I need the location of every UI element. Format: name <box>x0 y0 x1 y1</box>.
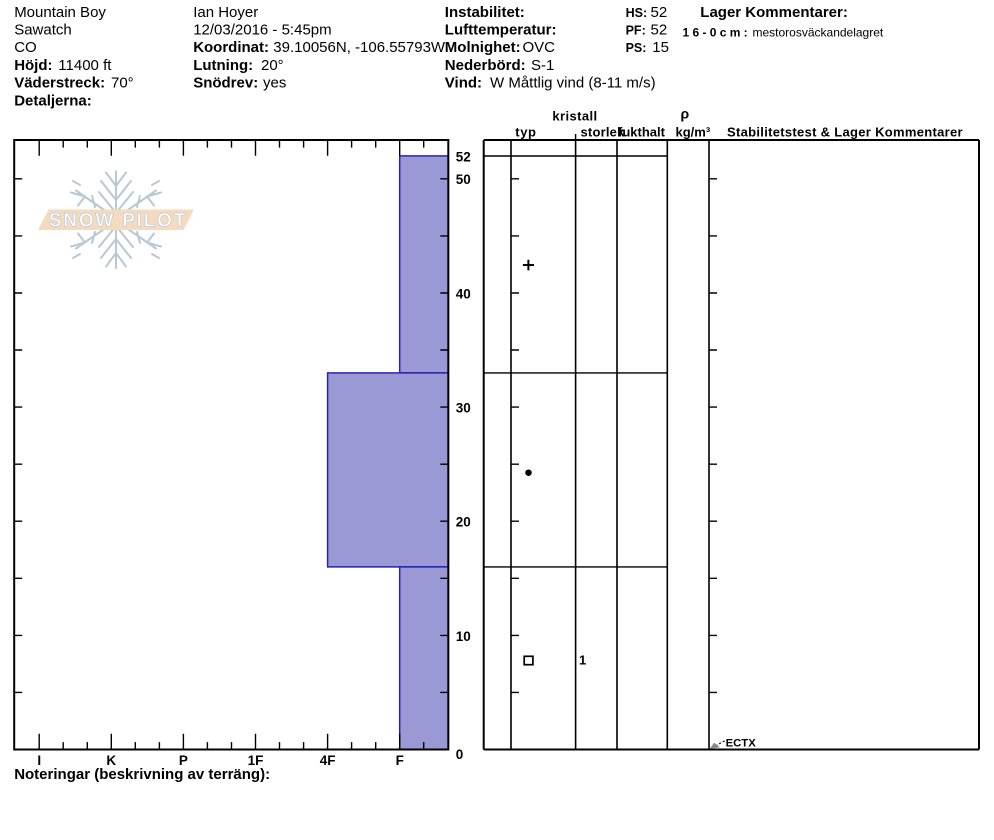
svg-text:CO: CO <box>14 39 37 56</box>
svg-text:4F: 4F <box>320 753 336 768</box>
svg-text:fukthalt: fukthalt <box>618 124 666 139</box>
svg-text:52: 52 <box>456 149 471 164</box>
svg-text:1F: 1F <box>248 753 264 768</box>
svg-text:yes: yes <box>263 75 286 92</box>
svg-text:1: 1 <box>579 652 586 667</box>
svg-text:PS:: PS: <box>626 41 647 55</box>
svg-text:Molnighet:: Molnighet: <box>445 39 521 56</box>
svg-text:ρ: ρ <box>681 106 690 122</box>
svg-text:16-0cm:: 16-0cm: <box>683 25 751 39</box>
svg-text:kg/m³: kg/m³ <box>676 124 711 139</box>
svg-text:W Måttlig vind (8-11 m/s): W Måttlig vind (8-11 m/s) <box>490 75 656 92</box>
svg-text:12/03/2016 - 5:45pm: 12/03/2016 - 5:45pm <box>193 22 331 39</box>
svg-text:HS:: HS: <box>626 6 648 20</box>
svg-text:PF:: PF: <box>626 24 646 38</box>
svg-text:Stabilitetstest & Lager Kommen: Stabilitetstest & Lager Kommentarer <box>727 124 963 139</box>
svg-text:20°: 20° <box>261 57 284 74</box>
svg-text:50: 50 <box>456 172 471 187</box>
svg-text:Lutning:: Lutning: <box>193 57 253 74</box>
svg-text:Mountain Boy: Mountain Boy <box>14 4 106 21</box>
svg-text:typ: typ <box>515 124 536 139</box>
svg-text:P: P <box>179 753 188 768</box>
svg-text:Sawatch: Sawatch <box>14 22 72 39</box>
svg-text:52: 52 <box>651 4 668 21</box>
svg-text:mestorosväckandelagret: mestorosväckandelagret <box>753 25 884 39</box>
svg-text:F: F <box>396 753 404 768</box>
svg-text:11400 ft: 11400 ft <box>58 57 112 74</box>
svg-text:OVC: OVC <box>523 39 556 56</box>
svg-text:10: 10 <box>456 629 471 644</box>
svg-text:20: 20 <box>456 515 471 530</box>
svg-text:I: I <box>37 753 41 768</box>
svg-text:Lufttemperatur:: Lufttemperatur: <box>445 22 557 39</box>
svg-text:52: 52 <box>651 22 668 39</box>
svg-text:Vind:: Vind: <box>445 75 482 92</box>
svg-text:Instabilitet:: Instabilitet: <box>445 4 525 21</box>
svg-text:Detaljerna:: Detaljerna: <box>14 92 92 109</box>
svg-text:storlek: storlek <box>581 124 626 139</box>
svg-text:ECTX: ECTX <box>726 738 757 750</box>
svg-text:SNOW PILOT: SNOW PILOT <box>49 211 187 232</box>
svg-text:15: 15 <box>652 39 669 56</box>
svg-text:70°: 70° <box>111 75 134 92</box>
svg-text:Nederbörd:: Nederbörd: <box>445 57 526 74</box>
svg-text:Väderstreck:: Väderstreck: <box>14 75 105 92</box>
svg-text:Snödrev:: Snödrev: <box>193 75 258 92</box>
svg-text:Lager Kommentarer:: Lager Kommentarer: <box>700 4 848 21</box>
svg-text:K: K <box>106 753 116 768</box>
svg-text:30: 30 <box>456 400 471 415</box>
svg-text:Höjd:: Höjd: <box>14 57 52 74</box>
svg-text:39.10056N, -106.55793W: 39.10056N, -106.55793W <box>273 39 446 56</box>
svg-text:S-1: S-1 <box>531 57 554 74</box>
svg-text:kristall: kristall <box>552 108 597 123</box>
svg-text:Ian Hoyer: Ian Hoyer <box>193 4 258 21</box>
svg-text:Koordinat:: Koordinat: <box>193 39 269 56</box>
svg-text:0: 0 <box>456 747 464 762</box>
svg-text:40: 40 <box>456 286 471 301</box>
svg-text:Noteringar (beskrivning av ter: Noteringar (beskrivning av terräng): <box>14 766 270 783</box>
